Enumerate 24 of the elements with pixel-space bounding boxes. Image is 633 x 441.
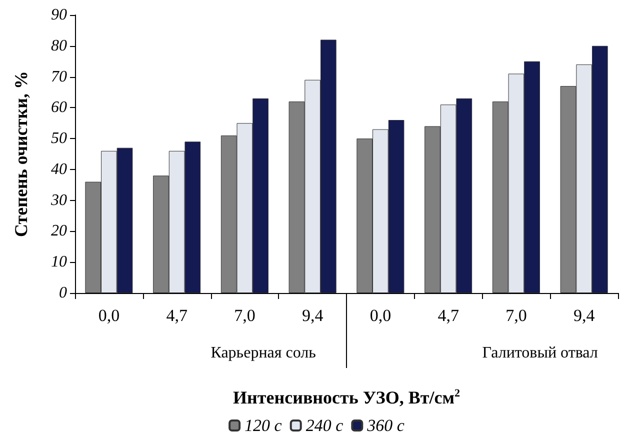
y-tick-label: 90 [51,6,67,24]
y-axis-title: Степень очистки, % [11,71,31,237]
legend-label: 120 с [244,416,282,435]
y-tick-label: 70 [51,68,67,86]
x-tick-label: 0,0 [370,306,392,325]
x-tick-label: 0,0 [98,306,120,325]
y-tick-label: 10 [51,254,67,271]
text: Галитовый отвал [482,344,598,362]
x-tick-label: 9,4 [573,306,596,325]
y-tick-label: 40 [51,160,67,178]
x-tick-label: 7,0 [506,306,527,325]
y-tick-label: 60 [51,99,67,116]
y-tick-label: 50 [51,130,67,148]
y-tick-label: 20 [51,222,67,240]
legend-label: 360 с [366,416,405,435]
x-tick-label: 4,7 [166,306,188,325]
y-tick-label: 80 [51,37,67,54]
x-tick-label: 4,7 [438,306,460,325]
text: Карьерная соль [210,344,316,362]
legend-label: 240 с [306,416,344,435]
y-tick-label: 30 [50,192,67,209]
x-tick-label: 9,4 [302,306,324,325]
y-tick-label: 0 [59,284,67,302]
x-tick-label: 7,0 [234,306,256,325]
